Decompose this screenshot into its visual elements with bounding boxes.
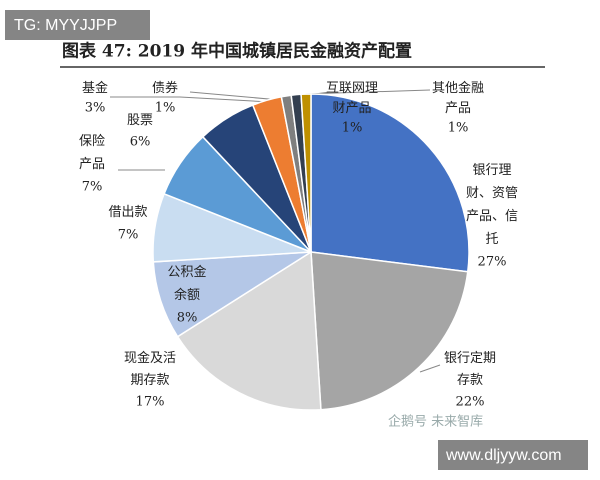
category-label: 银行理财、资管产品、信托	[466, 163, 518, 247]
label-line: 债券	[152, 80, 178, 96]
label-line: 财产品	[332, 101, 371, 116]
value-label: 6%	[130, 135, 151, 150]
category-label: 其他金融产品	[432, 80, 484, 116]
chart-title: 图表 47: 2019 年中国城镇居民金融资产配置	[62, 41, 412, 62]
value-label: 22%	[456, 395, 485, 410]
label-line: 其他金融	[432, 80, 484, 96]
value-label: 3%	[85, 101, 106, 116]
value-label: 17%	[136, 395, 165, 410]
leader-lines	[110, 89, 441, 373]
label-line: 借出款	[108, 205, 147, 220]
label-line: 产品、信	[466, 209, 518, 224]
label-line: 余额	[174, 287, 200, 303]
label-line: 银行理	[472, 163, 511, 178]
leader	[304, 89, 431, 95]
category-label: 互联网理财产品	[326, 81, 378, 116]
leader	[110, 96, 271, 103]
label-line: 基金	[82, 80, 108, 96]
category-label: 保险产品	[79, 134, 105, 172]
value-label: 1%	[155, 101, 176, 116]
label-line: 托	[485, 232, 498, 247]
leader	[419, 364, 441, 373]
slice	[310, 251, 469, 411]
label-line: 银行定期	[444, 351, 496, 366]
category-label: 现金及活期存款	[124, 350, 176, 388]
category-label: 借出款	[108, 205, 147, 220]
pie	[152, 93, 470, 411]
label-line: 保险	[79, 134, 105, 149]
value-label: 1%	[448, 121, 469, 136]
watermark-box	[5, 10, 150, 40]
value-label: 1%	[342, 121, 363, 136]
category-label: 公积金余额	[167, 264, 206, 303]
value-label: 27%	[478, 255, 507, 270]
watermark: www.dljyyw.com	[445, 447, 562, 464]
value-label: 7%	[118, 228, 139, 243]
source-watermark: 企鹅号 未来智库	[388, 414, 483, 430]
category-label: 股票	[127, 113, 153, 128]
label-line: 期存款	[130, 373, 169, 388]
label-line: 财、资管	[466, 186, 518, 201]
label-line: 现金及活	[124, 350, 176, 366]
leader	[189, 91, 281, 101]
slice	[310, 93, 470, 273]
label-line: 产品	[445, 101, 471, 116]
labels: 银行理财、资管产品、信托 27% 银行定期存款 22% 现金及活期存款 17% 公积金余额 8…	[79, 80, 518, 410]
slice	[300, 93, 312, 253]
label-line: 公积金	[167, 264, 206, 280]
category-label: 基金	[82, 80, 108, 96]
label-line: 互联网理	[326, 81, 378, 96]
value-label: 8%	[177, 311, 198, 326]
category-label: 债券	[152, 80, 178, 96]
label-line: 产品	[79, 157, 105, 172]
watermark: TG: MYYJJPP	[14, 17, 117, 34]
slice	[176, 250, 322, 411]
label-line: 股票	[127, 113, 153, 128]
label-line: 存款	[457, 373, 483, 388]
value-label: 7%	[82, 180, 103, 195]
category-label: 银行定期存款	[444, 351, 496, 388]
watermark-box	[438, 440, 588, 470]
